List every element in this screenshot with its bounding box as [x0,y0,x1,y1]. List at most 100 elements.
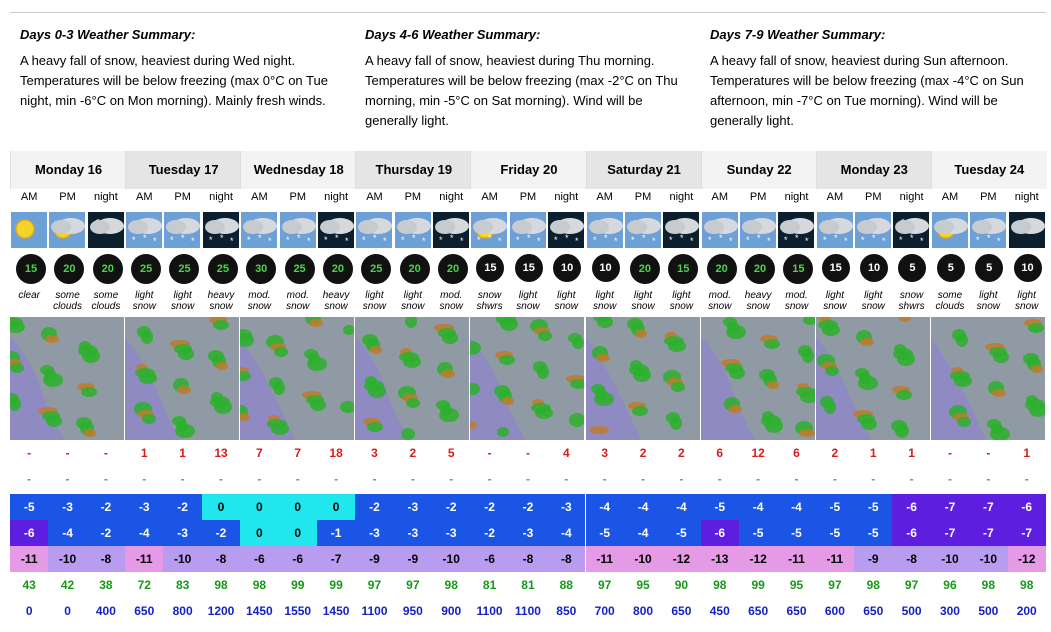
wind-speed: 10 [1021,262,1034,274]
forecast-map [815,317,930,440]
freezing-level-cell: 950 [402,604,423,618]
rain-cell: - [602,472,607,486]
humidity-cell: 98 [713,578,727,592]
wind-speed: 20 [63,263,76,275]
desc-line: snow [1015,301,1039,312]
forecast-map [585,317,700,440]
svg-text:*: * [729,236,733,246]
night-snow-icon: * * * [663,212,700,248]
wind-chill-cell: -10 [969,546,1008,572]
desc-line: light [173,290,192,301]
snow-cloud-icon: * * * [279,212,316,248]
weather-description: some clouds [931,290,969,312]
wind-arrow-icon: 25 [169,254,200,284]
desc-line: light [403,290,423,301]
svg-text:*: * [297,233,301,243]
weather-description: heavy snow [202,290,240,312]
snow-cell: 2 [639,446,647,460]
temp-high-cell: -2 [86,494,126,520]
desc-line: light [825,290,845,301]
svg-text:*: * [132,235,136,245]
rain-cell: - [756,472,761,486]
day-header: Friday 20 [470,151,587,189]
desc-line: snow [132,301,156,312]
weather-description: some clouds [48,290,86,312]
wind-speed: 15 [522,262,535,274]
temp-low-cell: -7 [969,520,1008,546]
wind-arrow-icon: 20 [399,254,430,284]
wind-chill-cell: -6 [240,546,279,572]
temp-low-cell: -5 [815,520,855,546]
wind-arrow-icon: 15 [821,254,850,282]
sun-cloud-icon [931,212,968,248]
desc-line: snow [631,301,655,312]
temp-high-cell: -3 [48,494,87,520]
svg-text:*: * [401,235,405,245]
temp-low-cell: -3 [355,520,394,546]
snow-cloud-icon: * * * [394,212,431,248]
svg-text:*: * [153,236,157,246]
wind-chill-cell: -6 [278,546,317,572]
humidity-cell: 99 [329,578,343,592]
period-label: PM [634,191,652,203]
temp-high-cell: -5 [10,494,49,520]
wind-arrow-icon: 30 [246,254,277,284]
temp-low-cell: -3 [508,520,548,546]
temp-high-cell: -7 [930,494,970,520]
temp-low-cell: -2 [201,520,241,546]
freezing-level-cell: 1450 [322,604,350,618]
humidity-cell: 99 [751,578,765,592]
temp-high-cell: -2 [163,494,202,520]
svg-text:*: * [498,236,502,246]
wind-chill-cell: -11 [585,546,624,572]
wind-speed: 20 [446,263,460,275]
wind-arrow-icon: 25 [131,254,162,284]
desc-line: snow [708,301,732,312]
desc-line: light [1017,290,1036,301]
snow-cell: 4 [562,446,570,460]
svg-text:*: * [450,233,454,243]
freezing-level-cell: 0 [25,604,33,618]
snow-cell: - [525,446,530,460]
day-header: Tuesday 24 [930,151,1047,189]
rain-cell: - [679,472,684,486]
humidity-cell: 83 [175,578,190,592]
period-label: AM [136,191,153,203]
period-label: AM [941,191,959,203]
wind-speed: 25 [370,263,383,275]
svg-text:*: * [757,233,761,243]
desc-line: snow [362,301,387,312]
desc-line: snow [286,301,310,312]
svg-text:*: * [181,233,185,243]
day-header: Wednesday 18 [240,151,357,189]
svg-text:*: * [987,233,991,243]
rain-cell: - [257,472,262,486]
freezing-level-cell: 450 [709,604,730,618]
wind-chill-cell: -11 [125,546,164,572]
freezing-level-cell: 0 [64,604,71,618]
humidity-cell: 98 [444,578,458,592]
temp-low-cell: -5 [777,520,816,546]
freezing-level-cell: 1200 [207,604,235,618]
desc-line: clouds [935,301,965,312]
snow-cell: 6 [793,446,800,460]
temp-high-cell: -4 [662,494,701,520]
wind-speed: 25 [216,263,229,275]
temp-high-cell: -3 [125,494,164,520]
period-label: PM [404,191,422,203]
rain-cell: - [871,472,876,486]
svg-text:*: * [345,236,349,246]
temp-high-cell: -7 [969,494,1008,520]
svg-text:*: * [593,235,597,245]
wind-speed: 20 [638,263,651,275]
freezing-level-cell: 500 [978,604,999,618]
wind-arrow-icon: 20 [54,254,85,284]
rain-cell: - [641,472,646,486]
rain-cell: - [219,472,223,486]
period-label: PM [749,191,767,203]
night-cloud-icon [1008,212,1045,248]
period-label: AM [366,191,383,203]
rain-cell: - [27,472,32,486]
wind-speed: 20 [408,263,421,275]
summary-days-4-6: Days 4-6 Weather Summary: A heavy fall o… [365,13,695,131]
